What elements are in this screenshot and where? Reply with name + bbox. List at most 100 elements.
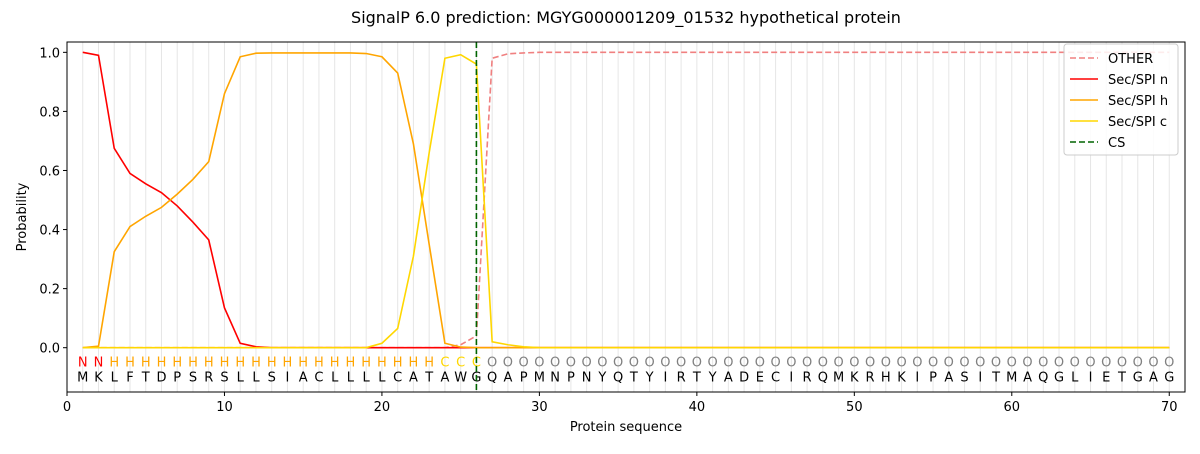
residue-label: C [393, 371, 402, 386]
residue-label: L [378, 371, 386, 386]
position-label: H [109, 356, 119, 371]
position-label: O [582, 356, 592, 371]
residue-label: A [944, 371, 953, 386]
x-axis-label: Protein sequence [570, 420, 682, 435]
position-label: C [472, 356, 481, 371]
position-label: O [1022, 356, 1032, 371]
residue-label: A [409, 371, 418, 386]
residue-label: Y [645, 371, 654, 386]
residue-label: M [77, 371, 88, 386]
residue-label: I [978, 371, 982, 386]
series-line [82, 51, 1170, 349]
residue-label: L [347, 371, 355, 386]
residue-label: P [567, 371, 575, 386]
residue-label: W [454, 371, 467, 386]
y-axis-label: Probability [15, 182, 30, 251]
legend-label: Sec/SPI n [1108, 73, 1168, 88]
residue-label: R [204, 371, 213, 386]
residue-label: E [756, 371, 764, 386]
position-label: O [645, 356, 655, 371]
x-tick-label: 0 [63, 400, 71, 415]
position-label: O [519, 356, 529, 371]
position-label: H [283, 356, 293, 371]
residue-label: A [440, 371, 449, 386]
residue-label: L [237, 371, 245, 386]
position-label: O [991, 356, 1001, 371]
x-tick-label: 30 [531, 400, 548, 415]
residue-label: P [520, 371, 528, 386]
residue-label: K [850, 371, 859, 386]
position-label: O [1070, 356, 1080, 371]
position-label: O [912, 356, 922, 371]
position-label: O [723, 356, 733, 371]
position-label: O [1054, 356, 1064, 371]
x-tick-label: 70 [1161, 400, 1178, 415]
x-tick-label: 60 [1004, 400, 1021, 415]
x-tick-label: 10 [216, 400, 233, 415]
position-label: H [172, 356, 182, 371]
residue-label: T [692, 371, 701, 386]
position-label: O [550, 356, 560, 371]
legend-box [1063, 43, 1179, 156]
residue-label: L [252, 371, 260, 386]
chart-title: SignalP 6.0 prediction: MGYG000001209_01… [351, 8, 901, 28]
residue-label: L [1071, 371, 1079, 386]
position-label: O [1148, 356, 1158, 371]
y-tick-label: 1.0 [39, 46, 60, 61]
x-tick-label: 20 [374, 400, 391, 415]
residue-label: I [915, 371, 919, 386]
position-label: H [125, 356, 135, 371]
residue-label: L [111, 371, 119, 386]
residue-label: A [299, 371, 308, 386]
residue-label: A [1149, 371, 1158, 386]
position-label: H [409, 356, 419, 371]
position-label: O [818, 356, 828, 371]
position-label: O [534, 356, 544, 371]
y-tick-label: 0.8 [39, 105, 60, 120]
residue-label: N [582, 371, 592, 386]
residue-label: T [629, 371, 638, 386]
position-label: O [1085, 356, 1095, 371]
residue-label: N [550, 371, 560, 386]
position-label: O [770, 356, 780, 371]
residue-label: I [663, 371, 667, 386]
position-label: H [220, 356, 230, 371]
position-label: O [739, 356, 749, 371]
residue-label: T [1117, 371, 1126, 386]
residue-label: E [1102, 371, 1110, 386]
y-tick-label: 0.2 [39, 283, 60, 298]
residue-label: I [286, 371, 290, 386]
position-label: O [487, 356, 497, 371]
position-label: O [802, 356, 812, 371]
x-tick-label: 50 [846, 400, 863, 415]
residue-label: D [739, 371, 749, 386]
residue-label: K [897, 371, 906, 386]
position-label: O [613, 356, 623, 371]
position-label: O [707, 356, 717, 371]
position-label: H [267, 356, 277, 371]
position-label: N [94, 356, 104, 371]
residue-label: Y [708, 371, 717, 386]
position-label: O [1117, 356, 1127, 371]
position-label: H [393, 356, 403, 371]
position-label: H [377, 356, 387, 371]
position-label: H [235, 356, 245, 371]
residue-label: D [156, 371, 166, 386]
residue-label: C [771, 371, 780, 386]
legend-label: Sec/SPI h [1108, 94, 1168, 109]
residue-label: G [1164, 371, 1174, 386]
series-line [82, 52, 1170, 349]
residue-label: S [960, 371, 968, 386]
position-label: O [944, 356, 954, 371]
y-tick-label: 0.0 [39, 342, 60, 357]
legend-label: CS [1108, 136, 1125, 151]
series-line [82, 51, 1170, 349]
axes-frame [66, 41, 1186, 393]
position-label: H [157, 356, 167, 371]
position-label: O [755, 356, 765, 371]
residue-label: K [94, 371, 103, 386]
residue-label: M [833, 371, 844, 386]
position-label: H [424, 356, 434, 371]
